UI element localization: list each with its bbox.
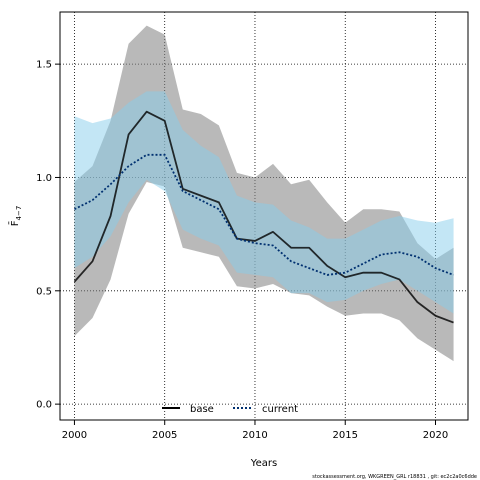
series-line-base (73, 110, 454, 324)
y-tick-label-0: 0.0 (36, 400, 52, 411)
x-tick-label-0: 2000 (62, 430, 87, 441)
legend: base current (162, 404, 298, 415)
legend-label-current: current (262, 404, 298, 415)
series-lines (73, 110, 454, 324)
band-current (74, 91, 454, 314)
credit-text: stockassessment.org, WKGREEN_GRL r18831 … (312, 474, 477, 480)
x-tick-label-3: 2015 (333, 430, 358, 441)
y-axis-title: F̄4−7 (8, 206, 23, 227)
x-tick-label-2: 2010 (242, 430, 267, 441)
y-tick-label-3: 1.5 (36, 60, 52, 71)
series-line-current (74, 153, 454, 276)
y-axis-title-main: F̄ (8, 220, 21, 226)
x-tick-label-4: 2020 (423, 430, 448, 441)
x-axis-title: Years (250, 458, 277, 469)
x-axis: 2000 2005 2010 2015 2020 (62, 420, 448, 441)
x-tick-label-1: 2005 (152, 430, 177, 441)
y-tick-label-2: 1.0 (36, 173, 52, 184)
confidence-bands (74, 25, 454, 362)
plot-frame (59, 11, 469, 421)
legend-label-base: base (190, 404, 214, 415)
y-axis-title-subscript: 4−7 (15, 206, 23, 221)
y-tick-label-1: 0.5 (36, 286, 52, 297)
y-axis: 0.0 0.5 1.0 1.5 (36, 60, 60, 411)
